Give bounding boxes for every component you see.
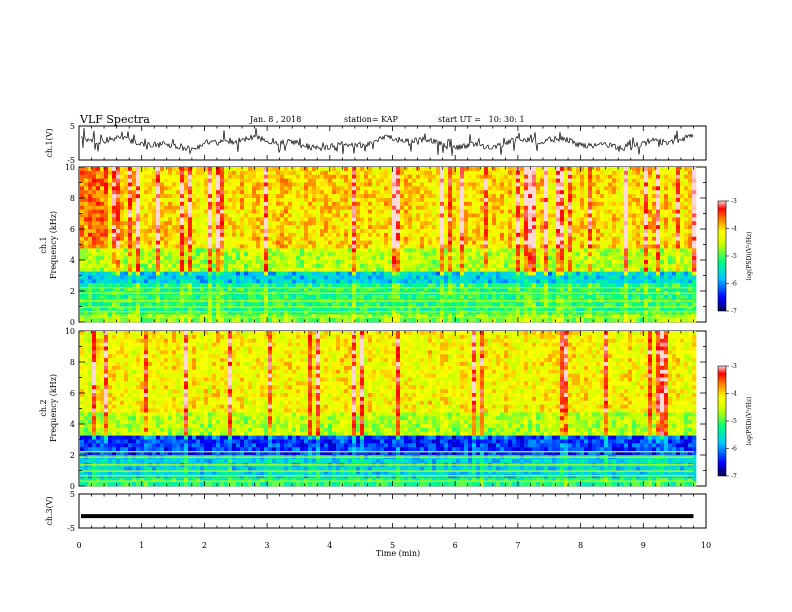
x-tick-label: 6	[453, 541, 458, 550]
y-tick-label: -5	[67, 524, 75, 533]
y-tick-label: 10	[65, 327, 75, 336]
y-tick-label: 2	[70, 287, 75, 296]
y-tick-label: 8	[70, 194, 75, 203]
start-time-label: start UT = 10: 30: 1	[438, 115, 525, 124]
y-tick-label: 5	[70, 490, 75, 499]
colorbar-tick-label: -3	[731, 363, 737, 370]
ch1-spec-ylabel-frequency: Frequency (kHz)	[49, 211, 58, 279]
y-tick-label: 6	[70, 389, 75, 398]
x-tick-label: 9	[641, 541, 646, 550]
ch3-waveform-frame	[78, 493, 707, 529]
y-tick-label: 4	[70, 256, 75, 265]
x-tick-label: 5	[390, 541, 395, 550]
y-tick-label: 8	[70, 358, 75, 367]
ch1-spec-ylabel-channel: ch.1	[39, 236, 48, 253]
ch2-spec-ylabel-channel: ch.2	[39, 399, 48, 416]
y-tick-label: 0	[70, 318, 75, 327]
colorbar-tick-label: -6	[731, 281, 737, 288]
y-tick-label: 10	[65, 163, 75, 172]
x-tick-label: 8	[578, 541, 583, 550]
y-tick-label: 5	[70, 122, 75, 131]
ch2-colorbar-label: log(PSD)(V²/Hz)	[746, 397, 753, 446]
ch1-waveform-trace	[80, 127, 694, 156]
ch2-colorbar	[717, 365, 727, 477]
x-tick-label: 7	[515, 541, 520, 550]
colorbar-tick-label: -5	[731, 253, 737, 260]
ch1-colorbar	[717, 200, 727, 312]
colorbar-tick-label: -3	[731, 198, 737, 205]
y-ticks	[79, 125, 706, 529]
ch2-spec-ylabel-frequency: Frequency (kHz)	[49, 374, 58, 442]
date-label: Jan. 8 , 2018	[249, 115, 301, 124]
y-tick-label: 2	[70, 451, 75, 460]
x-tick-label: 4	[327, 541, 332, 550]
figure-title: VLF Spectra	[79, 113, 150, 126]
colorbar-tick-label: -7	[731, 308, 737, 315]
colorbar-tick-label: -6	[731, 446, 737, 453]
x-tick-labels: 0 1 2 3 4 5 6 7 8 9 10	[76, 541, 711, 550]
y-tick-label: 4	[70, 420, 75, 429]
y-tick-label: 6	[70, 225, 75, 234]
ch1-spectrogram-image	[80, 167, 697, 323]
x-tick-label: 1	[139, 541, 144, 550]
colorbar-ticks: -3 -4 -5 -6 -7 -3 -4 -5 -6 -7	[726, 198, 737, 480]
ch1-waveform-frame	[78, 125, 707, 161]
x-axis-label: Time (min)	[376, 549, 420, 558]
x-tick-label: 2	[202, 541, 207, 550]
colorbar-tick-label: -4	[731, 226, 737, 233]
x-tick-label: 0	[76, 541, 81, 550]
ch1-waveform-ylabel: ch.1(V)	[45, 128, 54, 157]
x-ticks	[78, 126, 707, 528]
ch2-spectrogram-image	[80, 331, 697, 487]
colorbar-tick-label: -5	[731, 418, 737, 425]
x-tick-label: 3	[265, 541, 270, 550]
y-tick-label: -5	[67, 156, 75, 165]
colorbar-tick-label: -4	[731, 391, 737, 398]
y-tick-label: 0	[70, 482, 75, 491]
station-label: station= KAP	[344, 115, 399, 124]
ch3-waveform-ylabel: ch.3(V)	[45, 496, 54, 525]
colorbar-tick-label: -7	[731, 473, 737, 480]
x-tick-label: 10	[701, 541, 711, 550]
ch1-colorbar-label: log(PSD)(V²/Hz)	[746, 232, 753, 281]
